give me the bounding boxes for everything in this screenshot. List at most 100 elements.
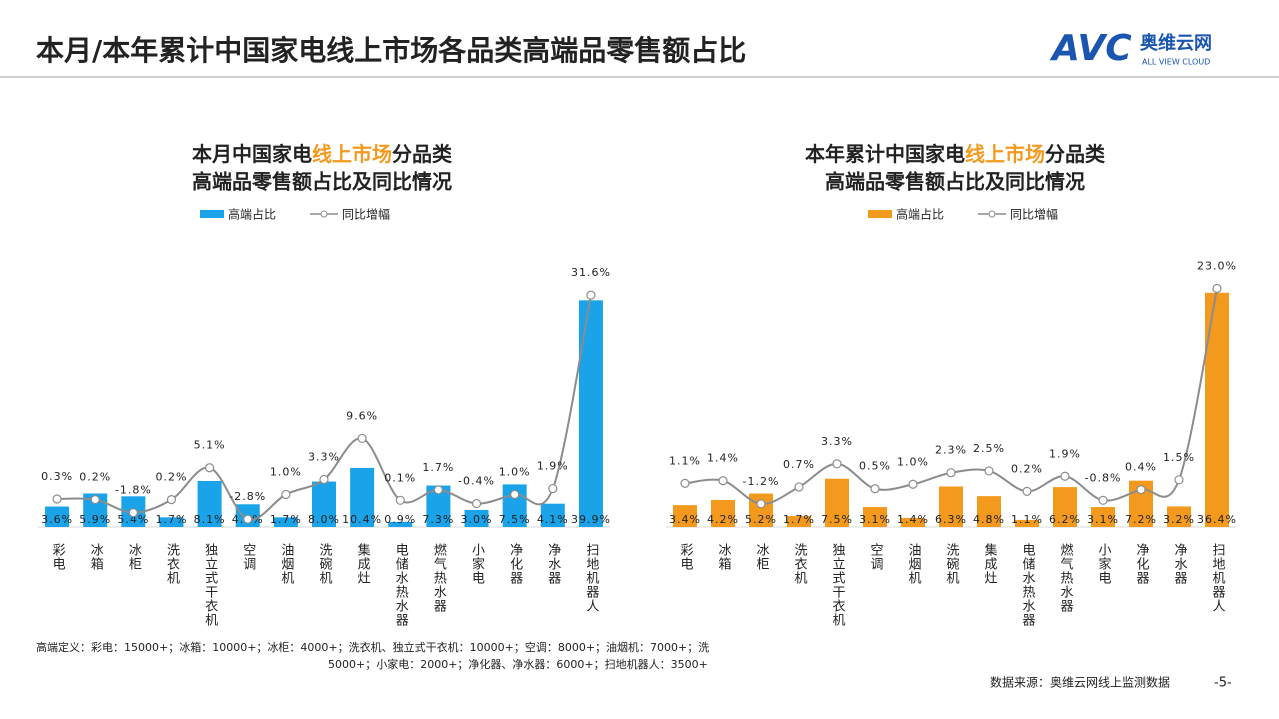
line-label: 1.1% xyxy=(669,454,701,467)
line-point xyxy=(395,495,405,505)
x-tick-label: 洗碗机 xyxy=(944,543,960,585)
legend-label: 高端占比 xyxy=(228,207,276,222)
bar-label: 39.9% xyxy=(571,513,611,526)
line-point xyxy=(1022,486,1032,496)
line-label: 0.2% xyxy=(79,471,111,484)
bar-label: 5.4% xyxy=(117,513,149,526)
line-label: 0.1% xyxy=(384,471,416,484)
line-label: 9.6% xyxy=(346,409,378,422)
line-label: 23.0% xyxy=(1197,259,1237,272)
page-number: -5- xyxy=(1214,676,1232,691)
x-tick-label: 扫地机器人 xyxy=(583,543,599,613)
line-point xyxy=(548,483,558,494)
line xyxy=(684,288,1218,505)
x-tick-label: 电储水热水器 xyxy=(393,543,409,627)
bar xyxy=(1205,292,1229,527)
bar-label: 4.1% xyxy=(537,513,569,526)
line-label: 0.3% xyxy=(41,470,73,483)
legend-swatch xyxy=(320,210,328,218)
bar xyxy=(863,507,887,527)
x-tick-label: 净化器 xyxy=(1134,543,1150,585)
line-label: 0.7% xyxy=(783,458,815,471)
chart-subtitle: 高端品零售额占比及同比情况 xyxy=(192,170,452,194)
line-point xyxy=(908,479,918,489)
bar-label: 3.4% xyxy=(669,513,701,526)
line-label: 31.6% xyxy=(571,266,611,279)
x-tick-label: 电储水热水器 xyxy=(1020,543,1036,627)
line-point xyxy=(1098,495,1108,505)
line-point xyxy=(357,433,367,444)
line-label: 1.0% xyxy=(897,455,929,468)
line-label: 1.0% xyxy=(270,465,302,478)
logo-sub: ALL VIEW CLOUD xyxy=(1142,58,1210,67)
line-label: 0.5% xyxy=(859,460,891,473)
x-tick-label: 空调 xyxy=(868,543,884,571)
legend-label: 同比增幅 xyxy=(1010,207,1058,222)
bar xyxy=(711,499,735,527)
chart-subtitle: 高端品零售额占比及同比情况 xyxy=(825,170,1085,194)
x-tick-label: 冰箱 xyxy=(88,543,104,571)
line-point xyxy=(128,508,138,518)
line-label: 1.4% xyxy=(707,452,739,465)
line-label: -0.4% xyxy=(458,475,495,488)
x-tick-label: 洗衣机 xyxy=(792,543,808,585)
line-label: -1.8% xyxy=(115,484,152,497)
bar-label: 0.9% xyxy=(384,513,416,526)
x-tick-label: 扫地机器人 xyxy=(1210,543,1226,613)
x-tick-label: 集成灶 xyxy=(982,542,998,585)
chart-title: 本年累计中国家电线上市场分品类 xyxy=(805,142,1105,166)
x-tick-label: 燃气热水器 xyxy=(1058,542,1074,613)
line xyxy=(57,294,592,521)
footnote: 高端定义：彩电：15000+；冰箱：10000+；冰柜：4000+；洗衣机、独立… xyxy=(36,640,709,654)
bar-label: 3.6% xyxy=(41,513,73,526)
bar-label: 4.2% xyxy=(707,513,739,526)
legend-swatch xyxy=(988,210,996,218)
x-tick-label: 油烟机 xyxy=(906,543,922,585)
bar xyxy=(749,493,773,527)
logo-mark: AVC xyxy=(1049,28,1132,69)
line-point xyxy=(756,499,766,509)
line-point xyxy=(52,494,62,504)
bar-label: 3.0% xyxy=(461,513,493,526)
x-tick-label: 净化器 xyxy=(507,543,523,585)
legend-label: 高端占比 xyxy=(896,207,944,222)
bar-label: 7.2% xyxy=(1125,513,1157,526)
x-tick-label: 冰柜 xyxy=(754,543,770,571)
bar-label: 36.4% xyxy=(1197,513,1237,526)
line-label: -2.8% xyxy=(229,490,266,503)
x-tick-label: 冰箱 xyxy=(716,543,732,571)
line-point xyxy=(794,482,804,492)
bar-label: 3.1% xyxy=(859,513,891,526)
line-label: 0.2% xyxy=(155,471,187,484)
title-part: 本年累计中国家电 xyxy=(805,142,965,166)
line-label: 0.2% xyxy=(1011,462,1043,475)
bar xyxy=(1015,519,1039,527)
title-part: 本月中国家电 xyxy=(192,142,312,166)
x-tick-label: 油烟机 xyxy=(278,543,294,585)
legend-swatch xyxy=(200,210,224,218)
bar xyxy=(159,517,184,527)
title-part: 分品类 xyxy=(392,142,452,166)
line-label: 2.3% xyxy=(935,444,967,457)
line-point xyxy=(1174,475,1184,485)
bar-label: 6.3% xyxy=(935,513,967,526)
line-label: 2.5% xyxy=(973,442,1005,455)
title-highlight: 线上市场 xyxy=(965,142,1045,166)
x-tick-label: 净水器 xyxy=(545,543,561,585)
x-tick-label: 集成灶 xyxy=(355,542,371,585)
bar-label: 4.8% xyxy=(973,513,1005,526)
line-label: 5.1% xyxy=(194,439,226,452)
x-tick-label: 燃气热水器 xyxy=(431,542,447,613)
bar-label: 1.7% xyxy=(783,513,815,526)
bar-label: 3.2% xyxy=(1163,513,1195,526)
bar xyxy=(578,300,603,527)
bar-label: 5.2% xyxy=(745,513,777,526)
bar xyxy=(977,496,1001,527)
x-tick-label: 洗碗机 xyxy=(317,543,333,585)
line-label: -0.8% xyxy=(1085,471,1122,484)
footnote: 5000+；小家电：2000+；净化器、净水器：6000+；扫地机器人：3500… xyxy=(328,657,708,671)
line-point xyxy=(946,468,956,478)
line-label: 3.3% xyxy=(821,435,853,448)
line-point xyxy=(680,478,690,488)
